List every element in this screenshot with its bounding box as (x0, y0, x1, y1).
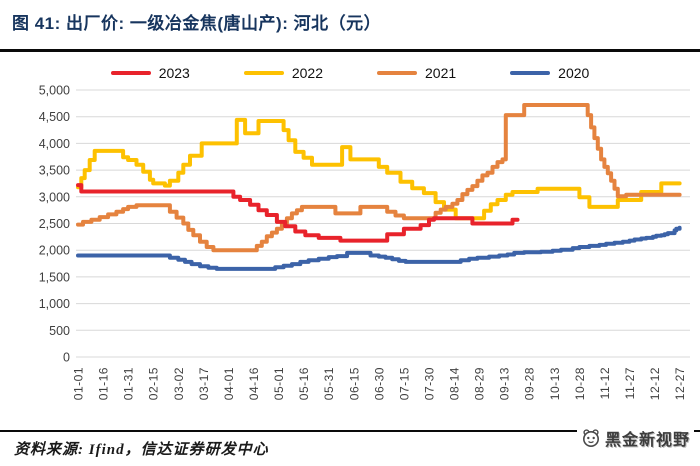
x-tick-label: 10-13 (548, 367, 562, 400)
legend-label: 2021 (425, 65, 457, 81)
legend-label: 2022 (291, 65, 323, 81)
x-tick-label: 05-01 (272, 367, 286, 400)
x-tick-label: 09-13 (498, 367, 512, 400)
figure-title: 图 41: 出厂价: 一级冶金焦(唐山产): 河北（元） (12, 14, 382, 33)
series-line-2023 (76, 183, 520, 243)
x-tick-label: 01-01 (72, 367, 86, 400)
x-tick-label: 11-12 (598, 367, 612, 399)
y-tick-label: 3,500 (39, 164, 70, 178)
x-tick-label: 08-14 (448, 367, 462, 400)
legend-label: 2020 (558, 65, 590, 81)
x-tick-label: 05-16 (297, 367, 311, 400)
x-tick-label: 01-16 (97, 367, 111, 400)
y-tick-label: 4,000 (39, 137, 70, 151)
footer-divider (0, 430, 700, 432)
legend-swatch-2020 (510, 70, 551, 76)
x-tick-label: 11-27 (623, 367, 637, 399)
x-tick-label: 06-15 (347, 367, 361, 400)
y-tick-label: 2,000 (39, 244, 70, 258)
x-tick-label: 09-28 (523, 367, 537, 400)
x-tick-label: 05-31 (322, 367, 336, 400)
legend-item-2022: 2022 (243, 65, 323, 81)
source-note: 资料来源: Ifind，信达证券研发中心 (14, 442, 269, 458)
x-tick-label: 06-30 (372, 367, 386, 400)
x-tick-label: 03-02 (172, 367, 186, 400)
series-line-2020 (76, 225, 682, 271)
x-tick-label: 01-31 (122, 367, 136, 400)
x-tick-label: 08-29 (473, 367, 487, 400)
legend-item-2020: 2020 (510, 65, 589, 81)
watermark-text: 黑金新视野 (604, 432, 690, 449)
y-tick-label: 0 (63, 351, 70, 365)
legend-item-2023: 2023 (110, 65, 190, 81)
mascot-icon (582, 429, 599, 447)
x-tick-label: 04-16 (247, 367, 261, 400)
legend-swatch-2023 (110, 70, 151, 76)
x-tick-label: 12-27 (673, 367, 687, 400)
x-tick-label: 12-12 (648, 367, 662, 400)
series-line-2022 (76, 117, 682, 221)
x-tick-label: 03-17 (197, 367, 211, 400)
x-tick-label: 07-15 (397, 367, 411, 400)
y-tick-label: 500 (49, 324, 70, 338)
x-tick-label: 02-15 (147, 367, 161, 400)
title-divider (0, 49, 700, 52)
y-tick-label: 1,000 (39, 297, 70, 311)
x-tick-label: 07-30 (422, 367, 436, 400)
legend-swatch-2021 (377, 70, 417, 76)
y-tick-label: 2,500 (39, 217, 70, 231)
y-tick-label: 4,500 (39, 110, 70, 124)
y-tick-label: 3,000 (39, 190, 70, 204)
y-tick-label: 1,500 (39, 270, 70, 284)
x-tick-label: 04-01 (222, 367, 236, 400)
chart-legend: 2023 2022 2021 2020 (0, 65, 700, 81)
legend-item-2021: 2021 (377, 65, 456, 81)
legend-swatch-2022 (243, 70, 284, 76)
watermark-logo: 黑金新视野 (576, 424, 694, 452)
legend-label: 2023 (158, 65, 190, 81)
series-line-2021 (76, 103, 682, 253)
y-tick-label: 5,000 (39, 84, 70, 98)
x-tick-label: 10-28 (573, 367, 587, 400)
